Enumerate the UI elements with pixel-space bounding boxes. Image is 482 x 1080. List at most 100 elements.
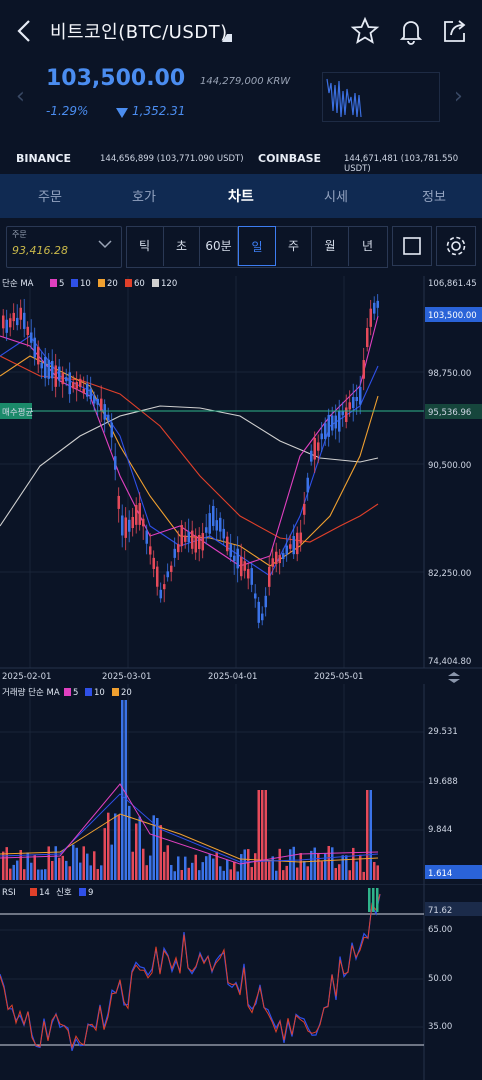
y-tick-label: 9.844 [428, 825, 452, 835]
volume-bar [180, 869, 183, 880]
order-price-select[interactable] [6, 226, 122, 268]
volume-bar [44, 869, 47, 880]
rsi-line [0, 893, 381, 1050]
chevron-down-icon[interactable] [98, 238, 112, 252]
volume-bar [51, 860, 54, 880]
candle [96, 398, 99, 405]
rsi-chart[interactable]: RSI 14 신호 9 65.00 50.00 35.00 71.62 [0, 884, 482, 1080]
volume-bar [341, 855, 344, 880]
candle [215, 520, 218, 531]
candle [285, 545, 288, 555]
candle [23, 312, 26, 329]
legend-item: 60 [134, 279, 145, 289]
candle [16, 317, 19, 326]
bell-icon[interactable] [396, 16, 426, 46]
volume-bar [187, 867, 190, 880]
candle [261, 613, 264, 621]
y-tick-label: 82,250.00 [428, 569, 471, 579]
tab-info[interactable]: 정보 [422, 190, 446, 205]
candle [348, 402, 351, 410]
tab-chart[interactable]: 차트 [228, 189, 254, 205]
volume-bar [23, 869, 26, 880]
price-chart[interactable]: 매수평균 단순 MA 5 10 20 60 120 106,861.45 98,750.0… [0, 276, 482, 684]
exchange-value: 144,671,481 (103,781.550 USDT) [344, 154, 459, 174]
period-year[interactable]: 년 [361, 239, 374, 253]
candle [173, 548, 176, 558]
scroll-arrows-icon[interactable] [448, 672, 460, 683]
page-title[interactable]: 비트코인(BTC/USDT) [50, 22, 228, 43]
rsi-overbought-bar [376, 888, 379, 912]
volume-bar [170, 864, 173, 880]
exchange-value: 144,656,899 (103,771.090 USDT) [100, 154, 244, 164]
volume-bar [173, 871, 176, 880]
volume-bar [58, 857, 61, 880]
volume-bar [254, 853, 257, 880]
candle [345, 407, 348, 422]
legend-swatch [152, 279, 159, 287]
tab-order[interactable]: 주문 [38, 190, 62, 205]
candle [44, 356, 47, 379]
volume-bar [33, 855, 36, 880]
change-percent: -1.29% [46, 104, 89, 118]
rsi-current-tag: 71.62 [428, 906, 452, 916]
volume-bar [149, 855, 152, 880]
volume-bar [198, 870, 201, 880]
volume-bar [376, 865, 379, 880]
volume-bar [208, 854, 211, 880]
share-icon[interactable] [440, 16, 470, 46]
period-60min[interactable]: 60분 [200, 226, 238, 266]
period-tick[interactable]: 틱 [126, 226, 164, 266]
candle [201, 533, 204, 551]
volume-bar [289, 849, 292, 880]
period-day[interactable]: 일 [238, 226, 276, 266]
mini-chart[interactable] [322, 72, 440, 122]
period-week[interactable]: 주 [276, 226, 312, 266]
candle [313, 437, 316, 460]
candle [58, 366, 61, 381]
tab-orderbook[interactable]: 호가 [132, 190, 156, 205]
candle [156, 566, 159, 587]
candle [61, 373, 64, 385]
candle [159, 589, 162, 599]
chevron-left-icon[interactable] [14, 16, 38, 46]
candle [366, 327, 369, 348]
period-month[interactable]: 월 [312, 226, 349, 266]
candle [331, 415, 334, 431]
tab-market[interactable]: 시세 [324, 190, 348, 205]
volume-bar [2, 851, 5, 880]
legend-item: 14 [39, 888, 50, 898]
candle [82, 388, 85, 394]
volume-chart[interactable]: 거래량 단순 MA 5 10 20 29.531 19.688 9.844 1.614 [0, 684, 482, 884]
candle [37, 346, 40, 365]
volume-bar [243, 849, 246, 880]
candle [166, 571, 169, 578]
candle [194, 535, 197, 553]
volume-bar [271, 856, 274, 880]
candle [310, 450, 313, 462]
volume-bar [299, 853, 302, 880]
prev-arrow-icon[interactable]: ‹ [16, 84, 25, 109]
candle [142, 518, 145, 527]
volume-bar [250, 867, 253, 880]
x-tick-label: 2025-03-01 [102, 672, 151, 682]
candle [135, 504, 138, 525]
fullscreen-button[interactable] [392, 226, 432, 266]
candle [9, 318, 12, 328]
volume-bar [324, 852, 327, 880]
next-arrow-icon[interactable]: › [454, 84, 463, 109]
candle [271, 558, 274, 567]
star-icon[interactable] [350, 16, 380, 46]
candle [362, 360, 365, 379]
caret-down-icon[interactable] [222, 34, 232, 42]
volume-bar [257, 790, 260, 880]
price-krw: 144,279,000 KRW [200, 76, 291, 87]
settings-button[interactable] [436, 226, 476, 266]
legend-item: 10 [94, 688, 105, 698]
y-tick-label: 65.00 [428, 925, 452, 935]
candle [149, 546, 152, 555]
candle [376, 300, 379, 308]
legend-swatch [64, 688, 71, 696]
period-second[interactable]: 초 [164, 226, 200, 266]
volume-bar [313, 847, 316, 880]
legend-item: 20 [107, 279, 118, 289]
